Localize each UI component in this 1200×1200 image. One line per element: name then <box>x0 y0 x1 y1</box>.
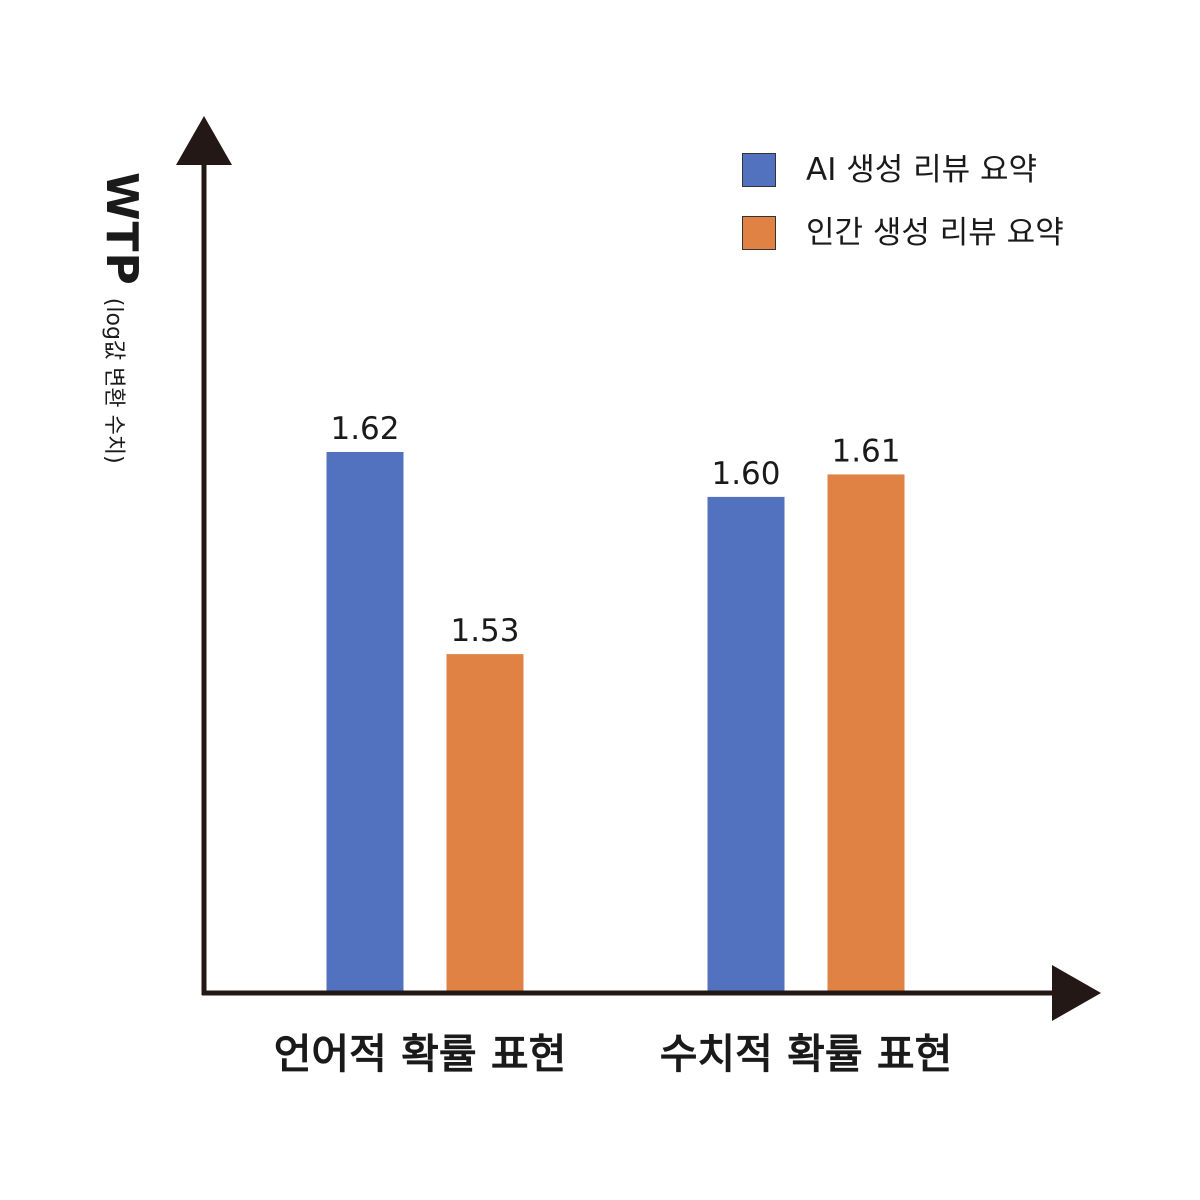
bars-group <box>326 451 905 991</box>
y-axis-arrow <box>176 116 232 165</box>
legend-swatch-human <box>742 216 776 250</box>
legend-swatch-ai <box>742 153 776 187</box>
value-label-human-verbal: 1.53 <box>450 613 519 649</box>
legend-item-ai: AI 생성 리뷰 요약 <box>742 152 1064 188</box>
legend-label-ai: AI 생성 리뷰 요약 <box>806 152 1038 188</box>
category-label-verbal: 언어적 확률 표현 <box>274 1030 567 1078</box>
value-label-ai-numeric: 1.60 <box>711 456 780 492</box>
legend: AI 생성 리뷰 요약 인간 생성 리뷰 요약 <box>742 152 1064 278</box>
value-label-ai-verbal: 1.62 <box>330 411 399 447</box>
y-axis-label: WTP <box>96 172 147 286</box>
bar-ai-verbal <box>326 451 404 991</box>
y-axis-sublabel: (log값 변환 수치) <box>101 297 126 464</box>
bar-human-numeric <box>827 474 905 991</box>
bar-human-verbal <box>446 654 524 991</box>
value-labels-group: 1.62 1.53 1.60 1.61 <box>330 411 900 649</box>
bar-ai-numeric <box>707 496 785 991</box>
legend-label-human: 인간 생성 리뷰 요약 <box>806 215 1064 251</box>
category-label-numeric: 수치적 확률 표현 <box>660 1030 953 1078</box>
legend-item-human: 인간 생성 리뷰 요약 <box>742 215 1064 251</box>
value-label-human-numeric: 1.61 <box>831 433 900 469</box>
x-axis-arrow <box>1052 965 1101 1021</box>
category-labels-group: 언어적 확률 표현 수치적 확률 표현 <box>274 1030 953 1078</box>
